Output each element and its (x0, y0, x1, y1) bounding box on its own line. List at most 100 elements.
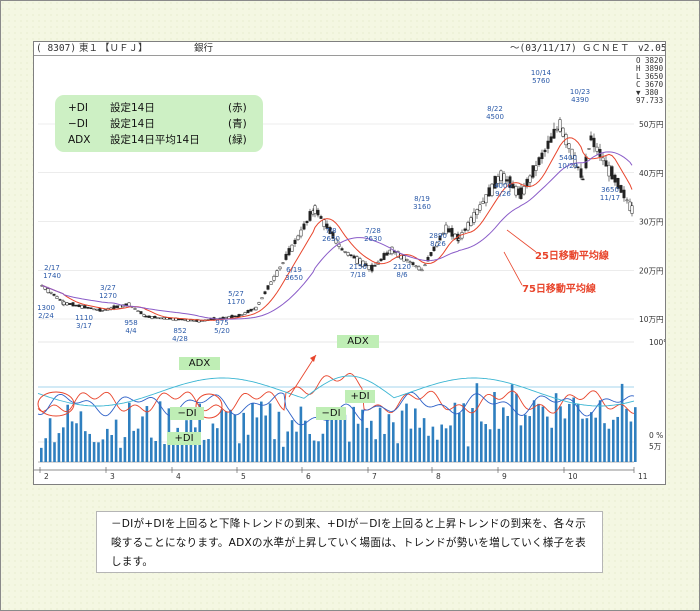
indicator-legend: +DI 設定14日 (赤) −DI 設定14日 (青) ADX 設定14日平均1… (55, 95, 263, 152)
candle-body (83, 305, 87, 309)
volume-bar (207, 439, 210, 462)
volume-bar (299, 406, 303, 462)
candle-body (52, 293, 56, 296)
volume-bar (532, 400, 536, 462)
volume-bar (229, 409, 232, 462)
candle-body (100, 310, 104, 312)
description-text: －DIが+DIを上回ると下降トレンドの到来、+DIが－DIを上回ると上昇トレンド… (96, 511, 603, 573)
volume-bar (356, 423, 360, 462)
candle-body (622, 189, 626, 199)
candle-body (537, 157, 541, 165)
candle-body (592, 137, 596, 148)
candle-body (601, 157, 605, 162)
candle-body (408, 261, 412, 263)
candle-body (570, 148, 574, 159)
volume-bar (506, 415, 509, 462)
volume-bar (88, 433, 91, 462)
volume-bar (620, 383, 624, 462)
volume-bar (343, 414, 347, 462)
volume-bar (440, 424, 443, 462)
volume-bar (44, 438, 47, 462)
candle-body (420, 269, 424, 272)
candle-body (543, 149, 547, 153)
price-annotation: 3/27 1270 (99, 284, 117, 300)
volume-bar (180, 442, 184, 462)
candle-body (192, 320, 196, 322)
candle-body (361, 260, 365, 267)
volume-bar (546, 416, 549, 462)
candle-body (349, 254, 353, 256)
volume-bar (70, 421, 74, 462)
adx-line (37, 375, 635, 407)
plus-di-tag-bottom: +DI (167, 432, 201, 445)
candle-body (441, 233, 445, 235)
candle-body (558, 119, 562, 132)
candle-body (607, 164, 611, 177)
candle-body (610, 166, 614, 180)
candle-body (450, 227, 454, 237)
volume-bar (616, 416, 619, 462)
candle-body (355, 256, 359, 264)
price-axis-label: 40万円 (639, 169, 664, 178)
candle-body (432, 246, 436, 251)
volume-bar (453, 402, 457, 462)
volume-bar (101, 439, 105, 462)
volume-bar (114, 419, 118, 462)
x-axis-label: 6 (306, 472, 311, 481)
candle-body (417, 266, 421, 271)
volume-bar (396, 443, 399, 462)
price-annotation: 2/17 1740 (43, 264, 61, 280)
candle-body (493, 175, 497, 189)
trend-arrow-head (310, 355, 316, 362)
candle-body (549, 136, 553, 143)
volume-bar (290, 420, 294, 462)
x-axis-label: 9 (502, 472, 507, 481)
date-label: ～(03/11/17) (510, 43, 577, 54)
x-axis-label: 7 (372, 472, 377, 481)
volume-bar (224, 411, 228, 462)
candle-body (534, 165, 538, 171)
candle-body (103, 309, 107, 311)
volume-bar (387, 414, 391, 462)
candle-body (272, 276, 276, 281)
candle-body (546, 140, 550, 149)
candle-body (305, 220, 309, 224)
candle-body (505, 179, 509, 182)
volume-bar (409, 428, 413, 462)
volume-bar (334, 410, 338, 462)
chart-panel: ( 8307) 東１ 【ＵＦＪ】 銀行 ～(03/11/17) ＧＣＮＥＴ v2… (33, 41, 666, 485)
candle-body (275, 270, 279, 277)
candle-body (508, 176, 512, 188)
price-annotation: 7/8 2630 (322, 227, 340, 243)
volume-bar (141, 416, 144, 462)
volume-bar (436, 439, 439, 462)
volume-bar (444, 428, 448, 462)
ma75-line (41, 151, 633, 320)
volume-bar (211, 423, 215, 462)
candle-body (55, 296, 59, 299)
candle-body (49, 291, 53, 294)
volume-bar (462, 403, 465, 462)
candle-body (263, 291, 267, 295)
volume-bar (559, 406, 562, 462)
volume-bar (594, 417, 597, 462)
volume-bar (202, 439, 206, 462)
crossover-circle-right (195, 393, 223, 419)
candle-body (246, 310, 250, 314)
volume-bar (471, 408, 474, 462)
candle-body (340, 248, 344, 251)
price-annotation: 975 5/20 (214, 319, 230, 335)
price-annotation: 2150 7/18 (349, 263, 367, 279)
candle-body (71, 302, 75, 307)
volume-bar (251, 403, 254, 462)
price-annotation: 2890 8/26 (429, 232, 447, 248)
candle-body (65, 302, 69, 306)
volume-bar (40, 447, 43, 462)
candle-body (319, 216, 323, 219)
minus-di-tag-mid: −DI (316, 407, 346, 420)
x-axis-label: 2 (44, 472, 49, 481)
volume-bar (242, 412, 245, 462)
volume-bar (277, 411, 281, 462)
volume-bar (493, 392, 496, 462)
candle-body (514, 186, 518, 196)
